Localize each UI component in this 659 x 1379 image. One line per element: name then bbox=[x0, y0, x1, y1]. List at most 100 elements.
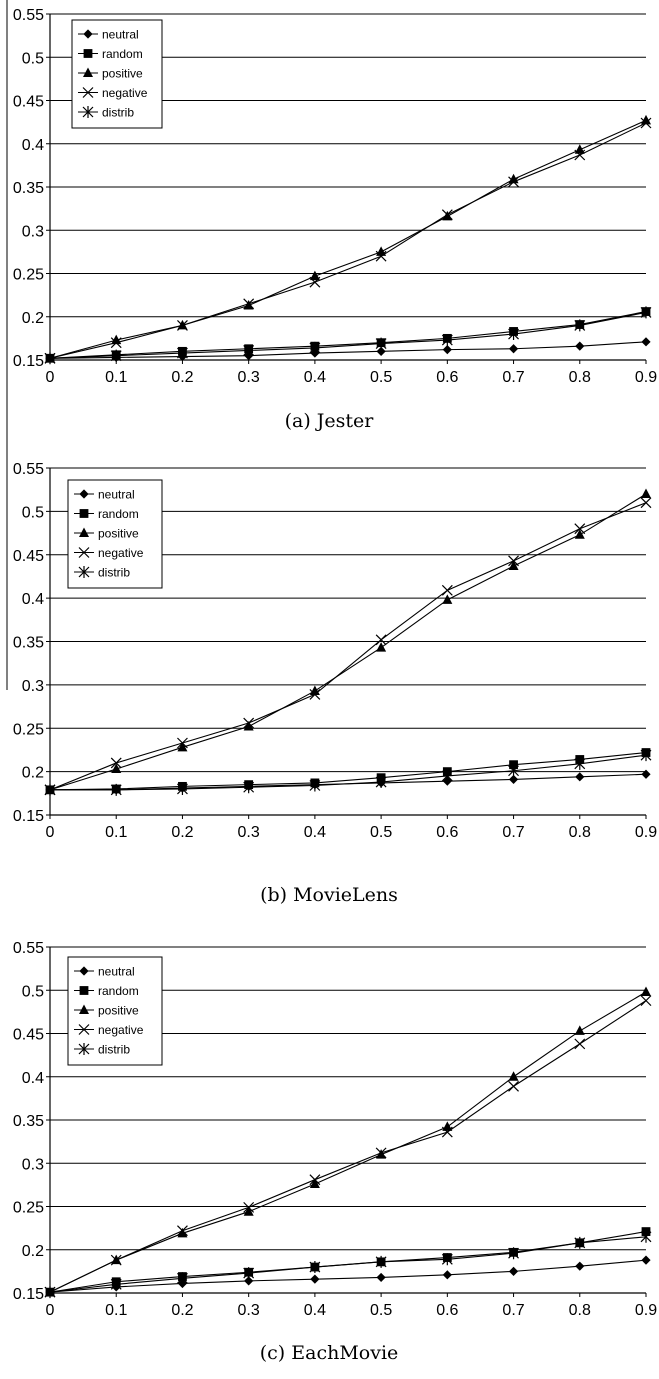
chart-1: 0.15 0.2 0.25 0.3 0.35 0.4 0.45 0.5 0.55 0 0.1 0.2 0… bbox=[13, 7, 657, 432]
data-point-negative bbox=[243, 717, 255, 729]
x-tick-label: 0.8 bbox=[569, 1302, 591, 1319]
y-tick-label: 0.5 bbox=[22, 504, 44, 521]
chart-caption: (a) Jester bbox=[285, 410, 375, 432]
x-tick-label: 0.1 bbox=[105, 824, 127, 841]
series-line-neutral bbox=[49, 341, 647, 359]
x-tick-label: 0.3 bbox=[238, 369, 260, 386]
x-tick-label: 0.5 bbox=[370, 369, 392, 386]
series-neutral bbox=[45, 337, 651, 363]
data-point-positive bbox=[111, 763, 122, 774]
series-line-random bbox=[49, 751, 647, 791]
data-point-neutral bbox=[442, 1270, 452, 1280]
data-point-neutral bbox=[508, 774, 519, 785]
x-tick-label: 0.3 bbox=[238, 824, 260, 841]
data-point-positive bbox=[508, 1071, 519, 1081]
y-tick-label: 0.5 bbox=[22, 983, 44, 1000]
x-tick-label: 0.9 bbox=[635, 824, 657, 841]
y-tick-label: 0.35 bbox=[13, 180, 44, 197]
x-tick-label: 0.2 bbox=[171, 369, 193, 386]
y-tick-label: 0.45 bbox=[13, 548, 44, 565]
x-tick-label: 0.8 bbox=[569, 369, 591, 386]
series-line-negative bbox=[49, 1000, 647, 1293]
y-tick-label: 0.15 bbox=[13, 808, 44, 825]
x-tick-label: 0.7 bbox=[502, 369, 524, 386]
y-tick-label: 0.15 bbox=[13, 353, 44, 370]
legend-label-random: random bbox=[98, 984, 139, 998]
series-line-distrib bbox=[49, 311, 647, 359]
y-tick-label: 0.55 bbox=[13, 7, 44, 24]
data-point-distrib bbox=[441, 769, 453, 782]
data-point-distrib bbox=[508, 1247, 519, 1260]
data-point-neutral bbox=[575, 1261, 585, 1271]
y-tick-label: 0.55 bbox=[13, 461, 44, 478]
legend-marker-neutral bbox=[79, 489, 89, 499]
series-line-distrib bbox=[50, 754, 647, 791]
data-point-neutral bbox=[641, 769, 651, 779]
data-point-distrib bbox=[44, 352, 56, 365]
data-point-positive bbox=[309, 270, 320, 281]
series-distrib bbox=[44, 306, 652, 365]
legend-marker-distrib bbox=[78, 566, 90, 578]
data-point-negative bbox=[640, 995, 652, 1007]
data-point-positive bbox=[574, 529, 585, 539]
y-tick-label: 0.5 bbox=[22, 50, 44, 67]
data-point-positive bbox=[574, 1025, 585, 1035]
data-point-distrib bbox=[309, 341, 321, 354]
x-tick-label: 0.7 bbox=[502, 1302, 524, 1319]
legend-marker-random bbox=[79, 986, 89, 995]
series-line-negative bbox=[49, 502, 647, 791]
data-point-negative bbox=[309, 276, 321, 288]
x-tick-label: 0.2 bbox=[171, 1302, 193, 1319]
data-point-distrib bbox=[640, 749, 652, 762]
series-distrib bbox=[44, 749, 652, 796]
data-point-neutral bbox=[508, 1266, 519, 1276]
legend: neutral random positive negative distrib bbox=[67, 956, 163, 1066]
data-point-distrib bbox=[110, 783, 122, 796]
legend-marker-positive bbox=[83, 67, 93, 77]
legend-label-negative: negative bbox=[102, 86, 148, 100]
data-point-negative bbox=[177, 1225, 188, 1237]
chart-2: 0.15 0.2 0.25 0.3 0.35 0.4 0.45 0.5 0.55 0 0.1 0.2 0… bbox=[13, 461, 657, 906]
chart-3: 0.15 0.2 0.25 0.3 0.35 0.4 0.45 0.5 0.55 0 0.1 0.2 0… bbox=[13, 940, 657, 1364]
data-point-negative bbox=[574, 149, 586, 161]
data-point-positive bbox=[442, 1121, 453, 1131]
legend: neutral random positive negative distrib bbox=[67, 479, 163, 589]
y-tick-label: 0.35 bbox=[13, 635, 44, 652]
legend-marker-negative bbox=[78, 547, 90, 558]
data-point-negative bbox=[243, 298, 255, 310]
legend-marker-negative bbox=[78, 1024, 90, 1035]
data-point-negative bbox=[640, 497, 652, 509]
data-point-distrib bbox=[177, 1272, 188, 1285]
data-point-negative bbox=[110, 1254, 122, 1266]
data-point-distrib bbox=[574, 757, 586, 770]
data-point-distrib bbox=[574, 319, 586, 332]
data-point-negative bbox=[640, 117, 652, 129]
data-point-negative bbox=[508, 176, 519, 188]
y-tick-label: 0.55 bbox=[13, 940, 44, 957]
legend-marker-neutral bbox=[79, 966, 89, 976]
y-tick-label: 0.15 bbox=[13, 1286, 44, 1303]
data-point-positive bbox=[309, 1178, 320, 1189]
series-distrib bbox=[44, 1230, 652, 1299]
data-point-distrib bbox=[243, 1267, 255, 1280]
legend-label-negative: negative bbox=[98, 1023, 144, 1037]
x-tick-label: 0.9 bbox=[635, 1302, 657, 1319]
data-point-positive bbox=[376, 642, 387, 652]
legend-label-distrib: distrib bbox=[98, 566, 130, 580]
data-point-positive bbox=[442, 594, 453, 604]
x-tick-label: 0.8 bbox=[569, 824, 591, 841]
data-point-neutral bbox=[376, 1272, 386, 1283]
data-point-positive bbox=[243, 1206, 254, 1216]
y-tick-label: 0.45 bbox=[13, 94, 44, 111]
data-point-negative bbox=[574, 523, 586, 535]
data-point-neutral bbox=[508, 344, 519, 354]
legend-marker-random bbox=[79, 509, 89, 518]
data-point-distrib bbox=[375, 1255, 387, 1268]
data-point-distrib bbox=[640, 1230, 652, 1243]
legend-label-distrib: distrib bbox=[102, 106, 134, 120]
y-tick-label: 0.2 bbox=[22, 310, 44, 327]
x-tick-label: 0.9 bbox=[635, 369, 657, 386]
data-point-neutral bbox=[575, 341, 585, 351]
series-line-neutral bbox=[49, 1259, 647, 1293]
